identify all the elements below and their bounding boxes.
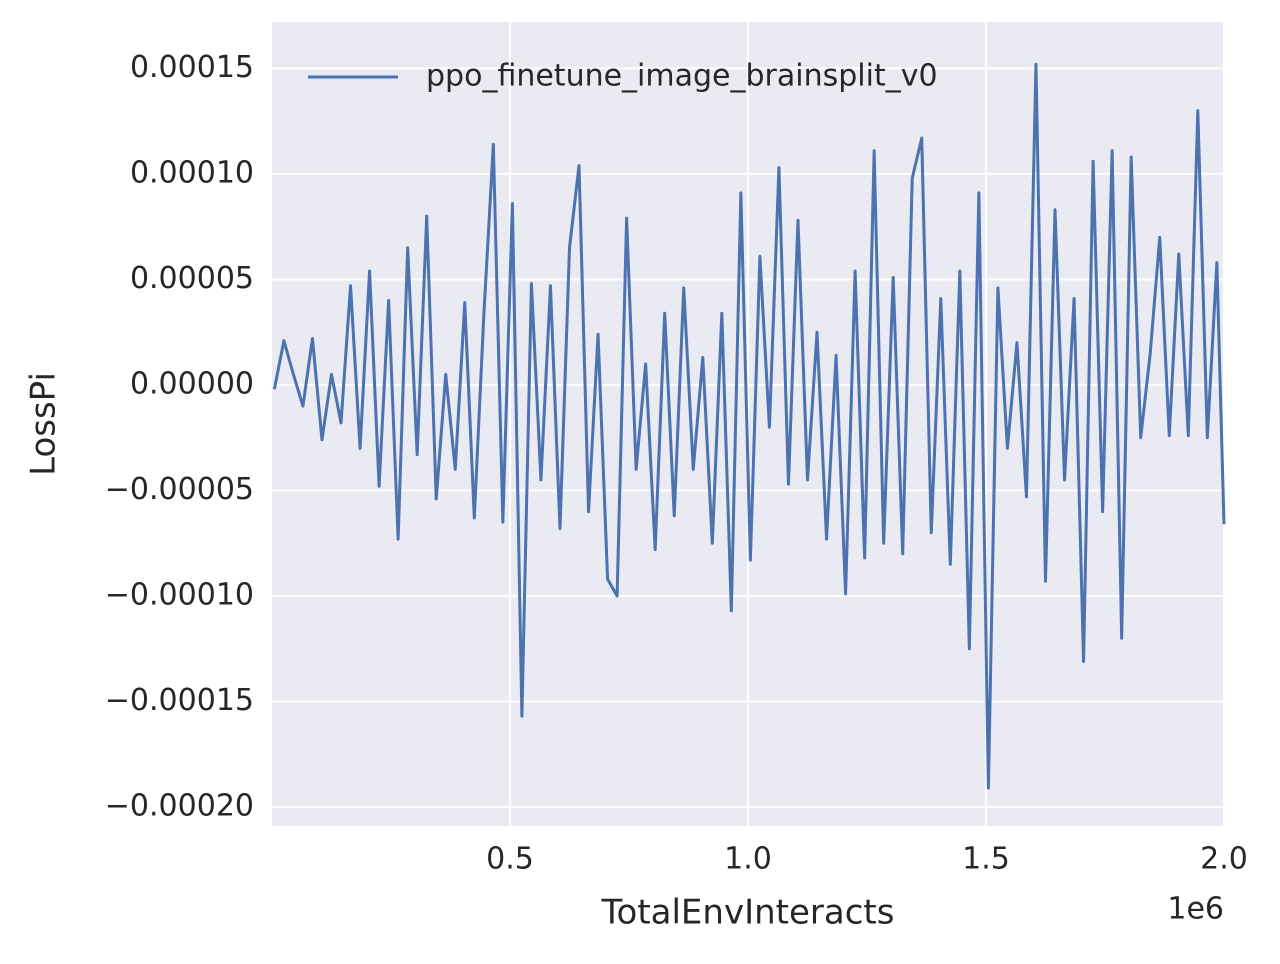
legend-label: ppo_finetune_image_brainsplit_v0 xyxy=(426,59,938,94)
y-tick-label: −0.00010 xyxy=(105,577,254,612)
x-tick-label: 2.0 xyxy=(1200,842,1248,877)
x-offset-label: 1e6 xyxy=(1167,892,1224,927)
y-tick-label: 0.00005 xyxy=(130,261,254,296)
x-axis-label: TotalEnvInteracts xyxy=(601,893,895,933)
data-line xyxy=(272,62,1226,790)
x-tick-label: 1.5 xyxy=(962,842,1010,877)
y-tick-label: −0.00020 xyxy=(105,789,254,824)
y-tick-label: −0.00015 xyxy=(105,683,254,718)
y-axis-label: LossPi xyxy=(24,372,64,476)
y-tick-label: −0.00005 xyxy=(105,472,254,507)
x-tick-label: 1.0 xyxy=(724,842,772,877)
y-tick-label: 0.00015 xyxy=(130,50,254,85)
x-tick-label: 0.5 xyxy=(486,842,534,877)
y-tick-label: 0.00000 xyxy=(130,366,254,401)
y-tick-label: 0.00010 xyxy=(130,155,254,190)
